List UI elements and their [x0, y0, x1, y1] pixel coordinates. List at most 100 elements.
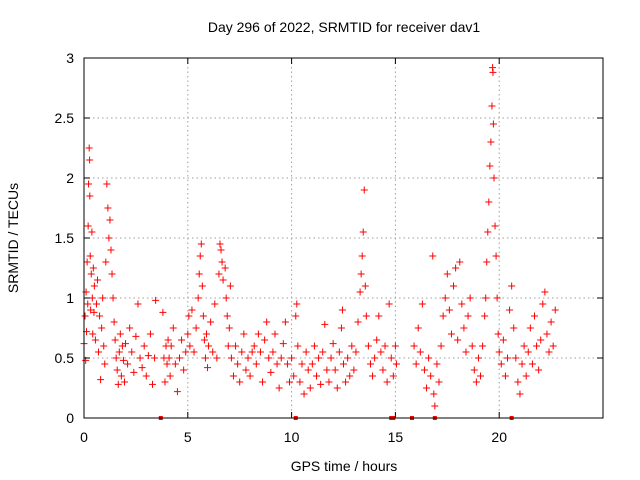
data-point [327, 354, 335, 362]
data-point [99, 294, 107, 302]
data-point [359, 228, 367, 236]
data-point [115, 348, 123, 356]
data-point [100, 342, 108, 350]
data-point [98, 324, 106, 332]
data-point [198, 282, 206, 290]
data-point [222, 294, 230, 302]
data-point [331, 366, 339, 374]
data-point [269, 348, 277, 356]
data-point [489, 68, 497, 76]
data-point [358, 252, 366, 260]
data-point [283, 360, 291, 368]
data-point [102, 258, 110, 266]
data-point [159, 308, 167, 316]
data-point [254, 330, 262, 338]
data-point [488, 102, 496, 110]
data-point [171, 360, 179, 368]
data-point [474, 354, 482, 362]
data-point [117, 372, 125, 380]
data-point [547, 318, 555, 326]
data-point [152, 296, 160, 304]
data-point [486, 162, 494, 170]
data-point [209, 348, 217, 356]
data-point [201, 354, 209, 362]
data-point [124, 360, 132, 368]
data-point [113, 366, 121, 374]
data-point [437, 342, 445, 350]
data-point [223, 312, 231, 320]
data-point [346, 372, 354, 380]
data-point [256, 348, 264, 356]
data-point [103, 180, 111, 188]
data-point [481, 312, 489, 320]
data-point [535, 366, 543, 374]
data-point [412, 360, 420, 368]
data-point [495, 348, 503, 356]
y-tick-label: 3 [66, 50, 74, 66]
data-point [144, 352, 152, 360]
x-tick-label: 5 [184, 429, 192, 445]
data-point [197, 240, 205, 248]
data-point [410, 342, 418, 350]
data-point [304, 366, 312, 374]
data-point [116, 330, 124, 338]
data-point [298, 360, 306, 368]
data-point [514, 378, 522, 386]
data-point [551, 306, 559, 314]
data-point [86, 252, 94, 260]
data-point [323, 366, 331, 374]
data-point [184, 330, 192, 338]
data-point [518, 360, 526, 368]
data-point [87, 270, 95, 278]
data-point [188, 306, 196, 314]
data-point [362, 312, 370, 320]
data-point [315, 354, 323, 362]
data-point [344, 354, 352, 362]
data-point [340, 360, 347, 368]
data-point [420, 366, 428, 374]
data-point [86, 156, 94, 164]
data-point [292, 312, 300, 320]
data-point [489, 120, 497, 128]
data-point [416, 348, 424, 356]
data-point [90, 308, 98, 316]
data-point [95, 348, 103, 356]
data-point [185, 312, 193, 320]
data-point [263, 318, 271, 326]
y-tick-label: 1 [66, 290, 74, 306]
data-point [493, 294, 501, 302]
data-point [447, 330, 455, 338]
data-point [165, 354, 173, 362]
data-point [277, 354, 285, 362]
data-point [271, 330, 279, 338]
data-point [308, 360, 316, 368]
data-point [114, 380, 122, 388]
data-point [433, 360, 441, 368]
data-point [389, 372, 397, 380]
data-point [296, 378, 304, 386]
data-point [248, 348, 256, 356]
data-point [130, 368, 138, 376]
data-point [325, 378, 333, 386]
data-point [377, 348, 385, 356]
y-axis-label: SRMTID / TECUs [5, 183, 21, 293]
data-point [423, 384, 431, 392]
data-point [454, 336, 462, 344]
data-point [238, 348, 246, 356]
y-tick-label: 2.5 [55, 110, 75, 126]
data-point [85, 180, 93, 188]
data-point [520, 342, 528, 350]
data-point [236, 378, 244, 386]
data-point [111, 336, 119, 344]
data-point [338, 306, 346, 314]
data-point [342, 378, 350, 386]
data-point [383, 378, 391, 386]
data-point [89, 330, 97, 338]
data-point [470, 366, 478, 374]
data-point [219, 276, 227, 284]
data-point [352, 348, 360, 356]
data-point [414, 324, 422, 332]
data-point [92, 300, 100, 308]
data-point [91, 336, 99, 344]
